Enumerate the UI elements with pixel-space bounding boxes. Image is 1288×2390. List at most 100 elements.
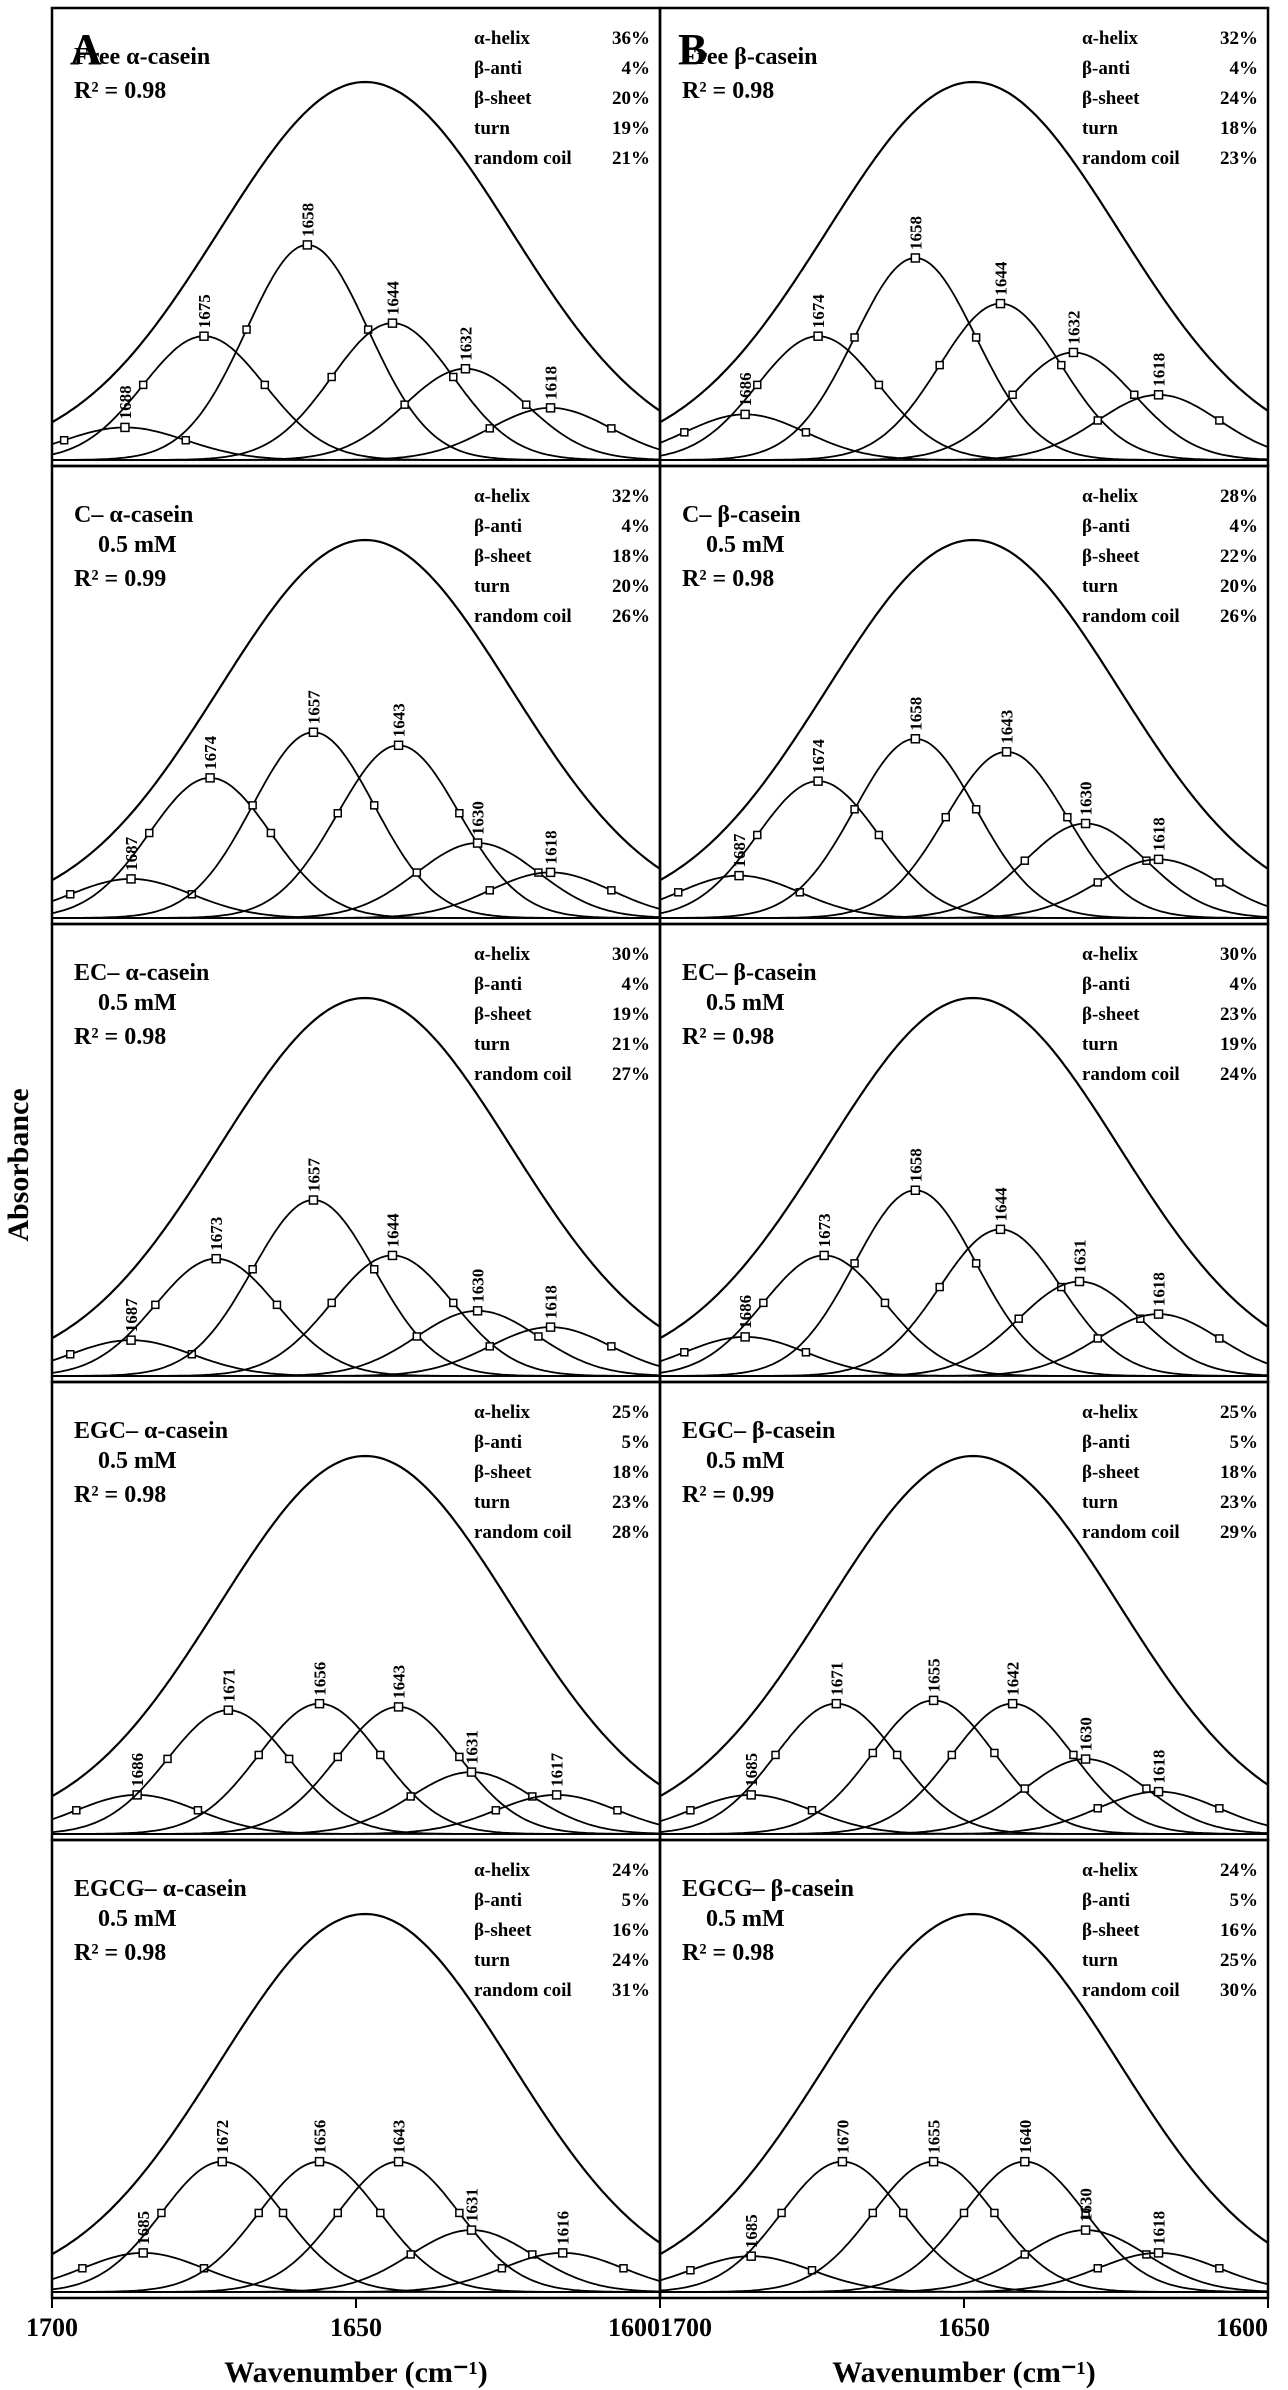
- structure-label: β-anti: [474, 974, 522, 995]
- component-band-1618: [52, 1326, 661, 1377]
- peak-label: 1657: [304, 1158, 323, 1193]
- flank-marker: [455, 808, 464, 818]
- sample-concentration: 0.5 mM: [98, 1448, 177, 1474]
- peak-label: 1673: [207, 1217, 226, 1251]
- flank-marker: [990, 1748, 999, 1758]
- peak-marker: [126, 874, 136, 884]
- envelope-curve: [659, 1912, 1269, 2256]
- structure-value: 24%: [612, 1860, 650, 1881]
- structure-value: 24%: [1220, 88, 1258, 109]
- peak-marker: [302, 240, 313, 250]
- flank-marker: [65, 890, 75, 899]
- flank-marker: [369, 1265, 379, 1274]
- envelope-curve: [51, 1454, 661, 1798]
- structure-label: turn: [474, 1034, 510, 1055]
- r-squared: R² = 0.98: [74, 78, 166, 104]
- envelope-curve: [51, 80, 661, 424]
- r-squared: R² = 0.98: [74, 1940, 166, 1966]
- component-band-1685: [51, 2252, 660, 2293]
- structure-value: 30%: [1220, 944, 1258, 965]
- flank-marker: [892, 1750, 902, 1760]
- peak-label: 1618: [542, 1285, 561, 1319]
- structure-value: 4%: [622, 516, 651, 537]
- flank-marker: [607, 424, 616, 433]
- structure-value: 18%: [1220, 1462, 1258, 1483]
- x-tick-label: 1700: [660, 2313, 712, 2342]
- structure-label: turn: [1082, 576, 1118, 597]
- flank-marker: [376, 2208, 385, 2218]
- structure-label: turn: [474, 576, 510, 597]
- peak-label: 1674: [201, 735, 220, 770]
- x-axis-title-a: Wavenumber (cm⁻¹): [224, 2356, 487, 2389]
- peak-marker: [314, 2156, 325, 2167]
- peak-label: 1644: [992, 1187, 1011, 1222]
- structure-value: 24%: [1220, 1860, 1258, 1881]
- peak-label: 1655: [925, 2120, 944, 2154]
- structure-label: α-helix: [1082, 944, 1138, 965]
- peak-marker: [393, 2156, 404, 2167]
- flank-marker: [850, 333, 859, 342]
- peak-marker: [460, 364, 471, 374]
- peak-marker: [1153, 390, 1164, 400]
- peak-label: 1630: [469, 801, 488, 835]
- peak-label: 1630: [1077, 1717, 1096, 1751]
- structure-label: α-helix: [474, 28, 530, 49]
- peak-label: 1658: [298, 203, 317, 237]
- peak-label: 1673: [815, 1213, 834, 1247]
- structure-value: 4%: [1230, 974, 1259, 995]
- peak-label: 1671: [827, 1662, 846, 1696]
- flank-marker: [260, 380, 270, 390]
- peak-label: 1686: [736, 1295, 755, 1329]
- peak-label: 1685: [742, 1753, 761, 1787]
- structure-value: 4%: [622, 974, 651, 995]
- peak-label: 1672: [213, 2120, 232, 2154]
- y-axis-title: Absorbance: [2, 1088, 35, 1241]
- flank-marker: [941, 812, 951, 822]
- structure-label: β-anti: [474, 516, 522, 537]
- flank-marker: [1129, 390, 1139, 400]
- flank-marker: [278, 2208, 288, 2218]
- structure-value: 18%: [612, 1462, 650, 1483]
- flank-marker: [272, 1300, 282, 1310]
- peak-label: 1630: [469, 1269, 488, 1303]
- x-axes: 1700 1650 1600 1700 1650 1600: [26, 2298, 1269, 2342]
- envelope-curve: [659, 1454, 1269, 1798]
- sample-concentration: 0.5 mM: [706, 1448, 785, 1474]
- column-letter-b: B: [678, 25, 707, 74]
- flank-marker: [874, 380, 884, 390]
- peak-label: 1644: [384, 1213, 403, 1248]
- component-band-1658: [660, 1189, 1268, 1377]
- flank-marker: [1215, 2264, 1224, 2273]
- peak-label: 1618: [542, 830, 561, 864]
- peak-marker: [928, 2156, 939, 2167]
- structure-value: 21%: [612, 1034, 650, 1055]
- flank-marker: [485, 1342, 495, 1351]
- peak-label: 1618: [1150, 1272, 1169, 1306]
- structure-value: 21%: [612, 148, 650, 169]
- peak-marker: [545, 1322, 556, 1332]
- structure-label: α-helix: [1082, 1402, 1138, 1423]
- flank-marker: [181, 435, 191, 445]
- structure-value: 18%: [1220, 118, 1258, 139]
- structure-label: random coil: [1082, 148, 1180, 169]
- component-band-1618: [660, 858, 1269, 919]
- component-band-1618: [660, 1790, 1269, 1835]
- flank-marker: [138, 380, 148, 390]
- component-band-1644: [52, 1254, 660, 1377]
- peak-label: 1675: [195, 294, 214, 328]
- flank-marker: [254, 2208, 263, 2218]
- flank-marker: [753, 830, 762, 840]
- flank-marker: [1215, 416, 1224, 425]
- structure-value: 30%: [612, 944, 650, 965]
- peak-marker: [1020, 2156, 1030, 2167]
- r-squared: R² = 0.98: [682, 566, 774, 592]
- peak-label: 1631: [1071, 1240, 1090, 1274]
- peak-marker: [1153, 854, 1164, 865]
- structure-value: 20%: [1220, 576, 1258, 597]
- sample-title: EGCG– α-casein: [74, 1876, 247, 1902]
- structure-label: turn: [474, 118, 510, 139]
- flank-marker: [1020, 1784, 1030, 1793]
- peak-label: 1671: [219, 1668, 238, 1702]
- flank-marker: [1093, 878, 1103, 887]
